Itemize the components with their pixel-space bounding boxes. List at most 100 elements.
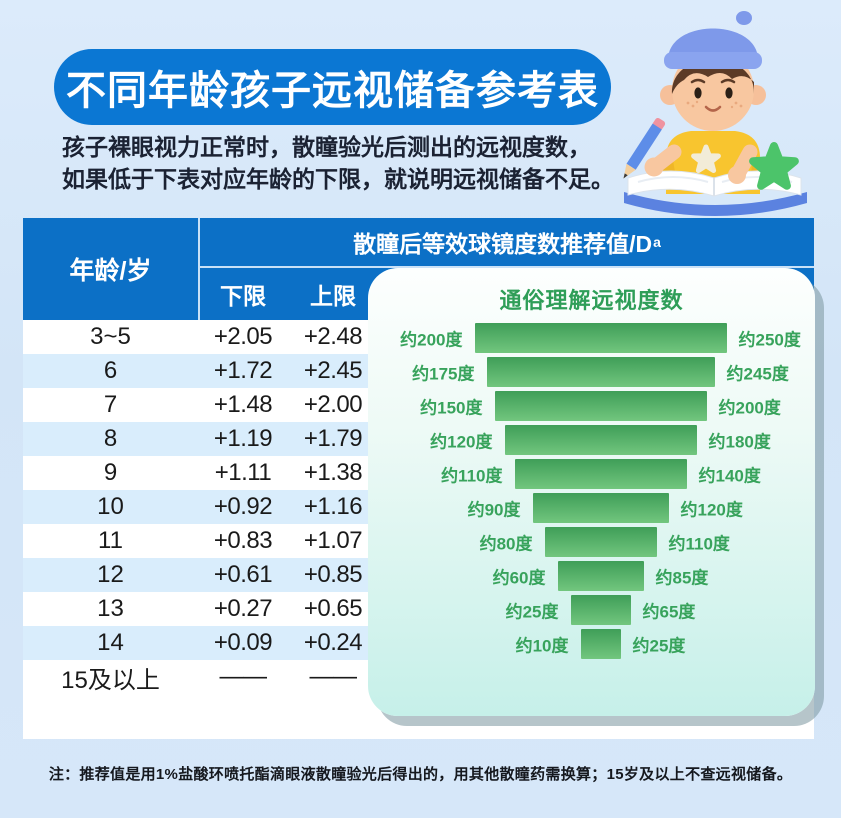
- lower-limit-cell: +1.11: [214, 459, 272, 486]
- lower-limit-cell: ——: [219, 663, 268, 690]
- funnel-row: 约60度 约85度: [377, 559, 824, 593]
- green-star-icon: [749, 142, 799, 190]
- funnel-bar: [504, 425, 697, 455]
- lower-limit-cell: +0.61: [213, 561, 273, 588]
- funnel-bar: [486, 357, 715, 387]
- funnel-row: 约90度 约120度: [377, 491, 824, 525]
- funnel-row: 约25度 约65度: [377, 593, 824, 627]
- funnel-right-label: 约180度: [708, 432, 771, 452]
- age-cell: 9: [103, 459, 118, 486]
- header-vertical-divider: [198, 218, 200, 320]
- upper-limit-cell: +0.24: [303, 629, 363, 656]
- funnel-right-label: 约85度: [655, 568, 709, 588]
- funnel-bar: [474, 323, 727, 353]
- funnel-bar: [494, 391, 707, 421]
- table-row: 11 +0.83 +1.07: [23, 524, 814, 558]
- funnel-left-label: 约80度: [479, 534, 533, 554]
- age-cell: 6: [103, 357, 118, 384]
- funnel-right-label: 约110度: [668, 534, 730, 554]
- upper-limit-cell: +1.16: [303, 493, 363, 520]
- pencil-icon: [623, 117, 666, 179]
- lower-limit-cell: +2.05: [213, 323, 273, 350]
- upper-limit-cell: +2.48: [303, 323, 363, 350]
- footnote: 注：推荐值是用1%盐酸环喷托酯滴眼液散瞳验光后得出的，用其他散瞳药需换算；15岁…: [48, 766, 793, 783]
- subtitle-line-1: 孩子裸眼视力正常时，散瞳验光后测出的远视度数，: [62, 134, 591, 160]
- funnel-bar: [514, 459, 687, 489]
- upper-limit-cell: +2.00: [303, 391, 363, 418]
- funnel-bar: [544, 527, 657, 557]
- funnel-row: 约175度 约245度: [377, 355, 824, 389]
- freckles: [686, 100, 743, 109]
- header-horizontal-divider: [200, 266, 814, 268]
- funnel-bar: [532, 493, 669, 523]
- age-cell: 15及以上: [61, 666, 160, 694]
- funnel-left-label: 约150度: [420, 398, 483, 418]
- funnel-row: 约200度 约250度: [377, 321, 824, 355]
- funnel-left-label: 约110度: [441, 466, 503, 486]
- lower-limit-cell: +0.92: [213, 493, 273, 520]
- eyebrow-left: [690, 78, 706, 84]
- age-cell: 13: [97, 595, 124, 622]
- upper-limit-cell: ——: [309, 663, 358, 690]
- funnel-left-label: 约90度: [467, 500, 521, 520]
- span-header-superscript: a: [653, 234, 661, 250]
- beanie-nub: [736, 11, 752, 25]
- age-cell: 8: [103, 425, 118, 452]
- funnel-chart-panel: 通俗理解远视度数 约200度 约250度约175度 约245度约150度 约200度约…: [368, 268, 815, 716]
- funnel-row: 约110度 约140度: [377, 457, 824, 491]
- table-row: 7 +1.48 +2.00: [23, 388, 814, 422]
- upper-limit-cell: +2.45: [303, 357, 363, 384]
- age-cell: 7: [103, 391, 118, 418]
- table-row: 13 +0.27 +0.65: [23, 592, 814, 626]
- age-column-header: 年龄/岁: [69, 257, 152, 285]
- funnel-right-label: 约250度: [738, 330, 801, 350]
- funnel-right-label: 约65度: [642, 602, 696, 622]
- funnel-right-label: 约245度: [726, 364, 789, 384]
- funnel-bar: [580, 629, 621, 659]
- funnel-right-label: 约25度: [632, 636, 686, 656]
- age-cell: 10: [97, 493, 124, 520]
- funnel-left-label: 约10度: [515, 636, 569, 656]
- beanie-brim: [664, 52, 762, 69]
- funnel-right-label: 约200度: [718, 398, 781, 418]
- page-subtitle: 孩子裸眼视力正常时，散瞳验光后测出的远视度数， 如果低于下表对应年龄的下限，就说…: [62, 131, 614, 195]
- funnel-left-label: 约200度: [400, 330, 463, 350]
- funnel-left-label: 约25度: [505, 602, 559, 622]
- span-header-text: 散瞳后等效球镜度数推荐值/D: [353, 231, 653, 257]
- upper-limit-cell: +1.07: [303, 527, 363, 554]
- span-column-header: 散瞳后等效球镜度数推荐值/D a: [200, 218, 814, 266]
- table-row: 15及以上 —— ——: [23, 660, 814, 694]
- funnel-right-label: 约140度: [698, 466, 761, 486]
- upper-limit-cell: +0.85: [303, 561, 363, 588]
- age-cell: 12: [97, 561, 124, 588]
- subtitle-line-2: 如果低于下表对应年龄的下限，就说明远视储备不足。: [62, 166, 614, 192]
- eyebrow-right: [720, 78, 736, 84]
- upper-limit-cell: +1.38: [303, 459, 363, 486]
- lower-limit-cell: +1.48: [213, 391, 273, 418]
- funnel-left-label: 约175度: [412, 364, 475, 384]
- table-row: 9 +1.11 +1.38: [23, 456, 814, 490]
- upper-limit-header: 上限: [310, 283, 356, 309]
- book-cover: [624, 192, 807, 216]
- funnel-chart-title: 通俗理解远视度数: [499, 288, 684, 313]
- lower-limit-cell: +0.83: [213, 527, 273, 554]
- lower-limit-cell: +1.19: [213, 425, 273, 452]
- funnel-left-label: 约120度: [430, 432, 493, 452]
- lower-limit-cell: +1.72: [213, 357, 273, 384]
- funnel-bar: [570, 595, 631, 625]
- funnel-row: 约150度 约200度: [377, 389, 824, 423]
- page-title-text: 不同年龄孩子远视储备参考表: [66, 69, 599, 113]
- age-cell: 3~5: [90, 323, 131, 350]
- funnel-rows: 约200度 约250度约175度 约245度约150度 约200度约120度 约180度…: [377, 321, 824, 661]
- funnel-bar: [557, 561, 644, 591]
- lower-limit-cell: +0.27: [213, 595, 273, 622]
- lower-limit-cell: +0.09: [213, 629, 273, 656]
- upper-limit-cell: +1.79: [303, 425, 363, 452]
- mouth: [704, 105, 722, 112]
- funnel-right-label: 约120度: [680, 500, 743, 520]
- funnel-left-label: 约60度: [492, 568, 546, 588]
- funnel-row: 约10度 约25度: [377, 627, 824, 661]
- table-row: 3~5 +2.05 +2.48: [23, 320, 814, 354]
- boy-writing-illustration: [623, 11, 807, 216]
- eye-left: [694, 87, 702, 99]
